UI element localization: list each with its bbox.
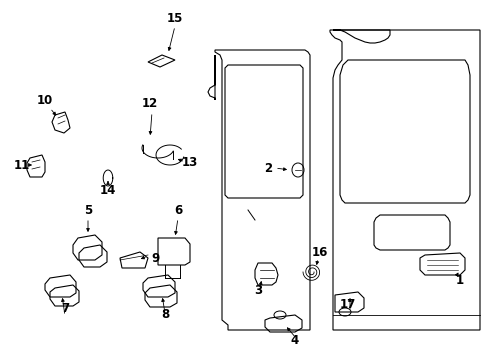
Text: 1: 1 [455,274,463,287]
Text: 2: 2 [264,162,271,175]
Text: 10: 10 [37,94,53,107]
Text: 9: 9 [151,252,159,265]
Text: 16: 16 [311,246,327,258]
Text: 12: 12 [142,96,158,109]
Text: 11: 11 [14,158,30,171]
Text: 15: 15 [166,12,183,24]
Text: 13: 13 [182,156,198,168]
Text: 8: 8 [161,309,169,321]
Text: 17: 17 [339,298,355,311]
Text: 6: 6 [174,203,182,216]
Text: 14: 14 [100,184,116,197]
Text: 7: 7 [61,302,69,315]
Text: 4: 4 [290,333,299,346]
Text: 5: 5 [84,203,92,216]
Text: 3: 3 [253,284,262,297]
